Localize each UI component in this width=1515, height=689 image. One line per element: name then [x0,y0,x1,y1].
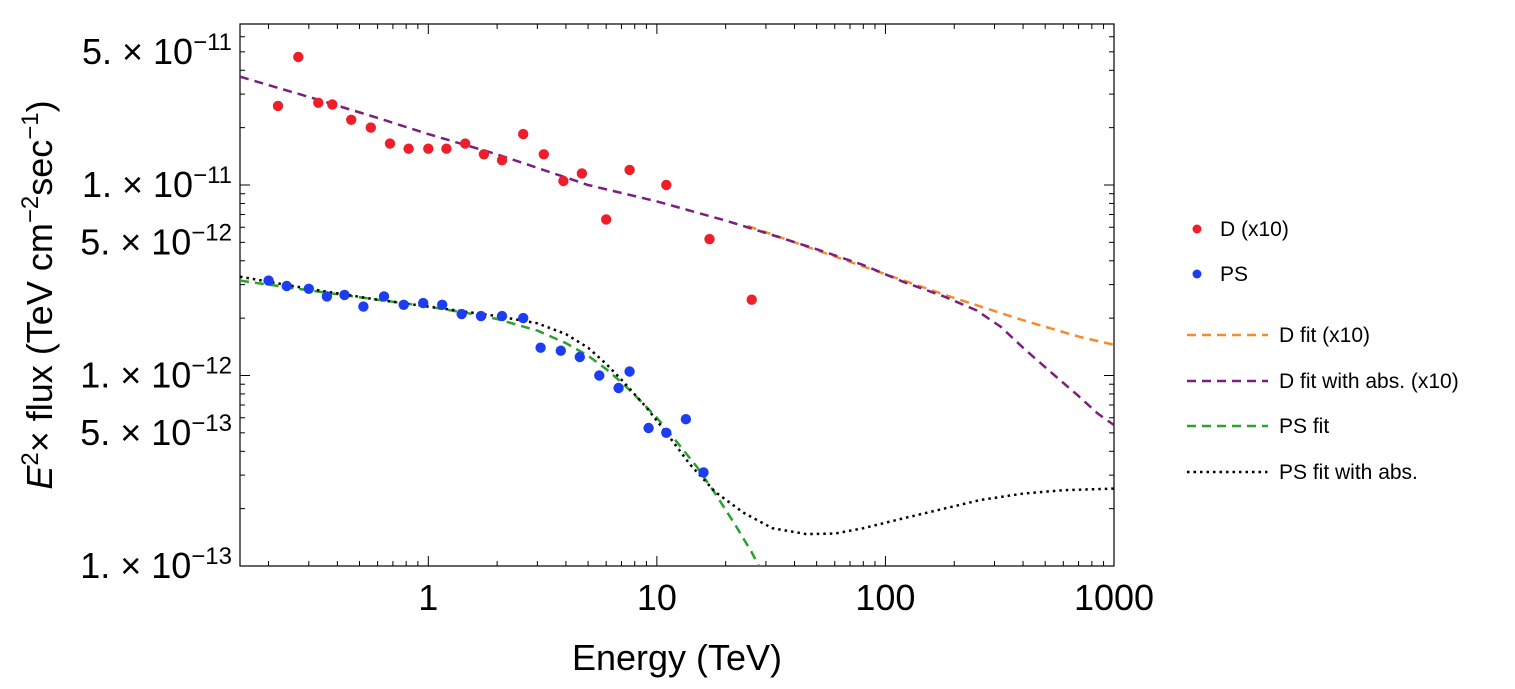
data-point-ps [378,291,390,302]
data-point-d [441,143,452,154]
data-point-d [346,114,357,126]
y-tick-label: 1. × 10−11 [82,162,232,205]
data-point-d [576,168,588,179]
y-axis-title-mid: sec [19,140,60,196]
legend-marker-d [1192,224,1202,234]
data-point-d [746,294,757,305]
data-point-ps [661,427,672,438]
x-axis-ticks: 1 10 100 1000 [268,24,1154,618]
y-tick-label: 1. × 10−13 [80,543,232,586]
data-point-ps [680,414,692,425]
data-point-ps [624,366,635,377]
legend-entry-d-fit-abs: D fit with abs. (x10) [1187,370,1459,393]
data-point-ps [555,345,566,356]
data-point-ps [574,351,585,363]
data-point-d [624,164,635,176]
y-axis-title-sup2: −2 [17,196,44,223]
data-point-ps [321,291,333,302]
data-point-ps [613,382,624,394]
data-point-d [478,149,490,160]
data-point-ps [594,370,605,381]
data-point-ps [456,308,467,320]
data-point-ps [475,310,487,322]
x-tick-label: 1 [418,577,438,618]
data-point-ps [398,299,409,310]
legend-label-ps-fit: PS fit [1279,415,1329,438]
data-point-ps [698,467,709,478]
fit-lines [240,75,1114,566]
legend-label-d-fit-abs: D fit with abs. (x10) [1279,370,1459,393]
legend-entry-d-fit: D fit (x10) [1187,324,1370,347]
data-point-d [365,122,376,133]
legend: D (x10) PS D fit (x10) D fit with abs. (… [1187,218,1459,484]
data-point-ps [437,299,448,310]
plot-frame [239,23,1115,567]
x-tick-label: 10 [637,577,677,618]
y-axis-ticks: 1. × 10−13 5. × 10−13 1. × 10−12 5. × 10−12… [80,23,1114,586]
y-tick-label: 1. × 10−12 [80,352,232,395]
x-tick-label: 100 [855,577,915,618]
data-point-ps [643,422,654,434]
data-point-d [293,51,304,63]
data-point-d [313,97,324,109]
data-point-ps [339,289,350,301]
data-point-ps [358,301,369,312]
data-point-ps [418,297,429,309]
data-point-d [403,143,414,154]
legend-entry-d: D (x10) [1192,218,1289,241]
y-tick-label: 5. × 10−11 [82,29,232,72]
data-points [263,51,757,478]
y-axis-title-main: × flux (TeV cm [19,223,60,452]
y-tick-label: 5. × 10−13 [80,410,232,453]
legend-marker-ps [1192,269,1202,279]
data-point-d [327,99,338,110]
data-point-d [558,175,569,187]
y-tick-label: 5. × 10−12 [80,219,232,262]
y-axis-title: E2× flux (TeV cm−2sec−1) [17,100,60,489]
x-tick-label: 1000 [1074,577,1154,618]
y-axis-title-sup3: −1 [17,112,44,139]
data-point-d [704,233,715,245]
fit-line-2 [240,279,761,566]
data-point-d [384,138,396,149]
legend-label-d: D (x10) [1220,218,1289,241]
data-point-d [460,138,471,149]
x-axis-title: Energy (TeV) [572,637,782,678]
fit-line-0 [747,224,1114,347]
legend-entry-ps-fit: PS fit [1187,415,1329,438]
data-point-d [496,155,508,166]
legend-label-d-fit: D fit (x10) [1279,324,1370,347]
legend-label-ps: PS [1220,263,1248,286]
data-point-ps [535,342,546,353]
y-axis-title-sup: 2 [17,452,44,465]
y-axis-title-end: ) [19,100,60,112]
y-axis-title-e: E [19,465,60,490]
data-point-d [538,149,549,160]
data-point-ps [281,280,292,292]
data-point-d [601,214,612,225]
data-point-d [423,143,434,154]
data-point-d [661,179,672,191]
data-point-ps [303,283,314,294]
legend-entry-ps: PS [1192,263,1248,286]
data-point-ps [518,312,529,324]
legend-label-ps-fit-abs: PS fit with abs. [1279,461,1418,484]
data-point-ps [496,310,508,322]
data-point-d [518,128,529,140]
legend-entry-ps-fit-abs: PS fit with abs. [1187,461,1418,484]
data-point-d [272,100,284,112]
data-point-ps [263,275,274,286]
